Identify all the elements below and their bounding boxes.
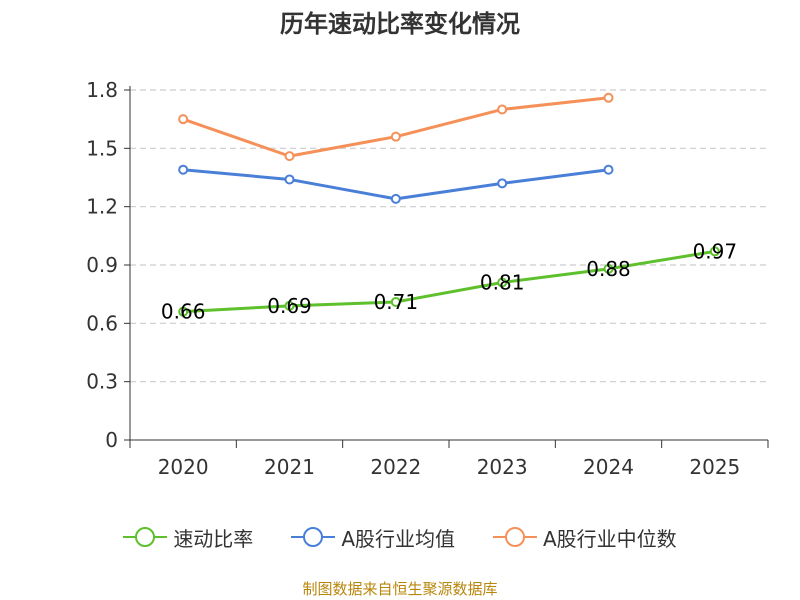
y-tick-label: 0.6 — [86, 311, 118, 335]
x-tick-label: 2024 — [583, 455, 634, 479]
series-point-1 — [603, 164, 614, 175]
x-tick-label: 2025 — [689, 455, 740, 479]
y-tick-label: 0.3 — [86, 370, 118, 394]
data-label: 0.71 — [374, 290, 419, 314]
series-point-1 — [284, 174, 295, 185]
legend-label-quick-ratio: 速动比率 — [173, 526, 254, 551]
legend-marker-quick-ratio — [123, 527, 168, 547]
legend-marker-industry-median — [493, 527, 537, 547]
series-point-0 — [497, 277, 508, 288]
x-tick-label: 2021 — [264, 455, 315, 479]
series-point-2 — [178, 114, 189, 125]
legend-item-industry-median[interactable]: A股行业中位数 — [493, 523, 677, 552]
y-tick-label: 1.2 — [86, 195, 118, 219]
y-tick-label: 0 — [105, 428, 118, 452]
chart-title: 历年速动比率变化情况 — [280, 10, 520, 38]
series-point-0 — [178, 306, 189, 317]
series-point-0 — [603, 263, 614, 274]
data-label: 0.97 — [693, 239, 738, 263]
series-point-2 — [603, 92, 614, 103]
series-point-2 — [497, 104, 508, 115]
y-tick-label: 0.9 — [86, 253, 118, 277]
data-label: 0.69 — [267, 294, 312, 318]
series-line-2 — [182, 96, 609, 158]
x-tick-label: 2022 — [370, 455, 421, 479]
legend-label-industry-mean: A股行业均值 — [341, 526, 455, 551]
x-tick-label: 2020 — [158, 455, 209, 479]
series-point-2 — [284, 151, 295, 162]
series-point-0 — [390, 296, 401, 307]
series-point-2 — [390, 131, 401, 142]
legend-item-quick-ratio[interactable]: 速动比率 — [123, 523, 253, 552]
data-label: 0.81 — [480, 271, 525, 295]
series-point-1 — [178, 164, 189, 175]
legend-item-industry-mean[interactable]: A股行业均值 — [291, 523, 455, 552]
series-point-0 — [709, 246, 720, 257]
series-point-1 — [390, 193, 401, 204]
series-point-1 — [497, 178, 508, 189]
data-label: 0.88 — [586, 257, 631, 281]
x-tick-label: 2023 — [477, 455, 528, 479]
legend-label-industry-median: A股行业中位数 — [543, 526, 677, 551]
data-source-note: 制图数据来自恒生聚源数据库 — [302, 580, 498, 598]
data-label: 0.66 — [161, 300, 206, 324]
y-tick-label: 1.8 — [86, 78, 118, 102]
legend-marker-industry-mean — [291, 527, 336, 547]
y-tick-label: 1.5 — [86, 136, 118, 160]
legend: 速动比率 A股行业均值 A股行业中位数 — [0, 521, 800, 553]
series-point-0 — [284, 300, 295, 311]
series-line-0 — [183, 249, 716, 314]
